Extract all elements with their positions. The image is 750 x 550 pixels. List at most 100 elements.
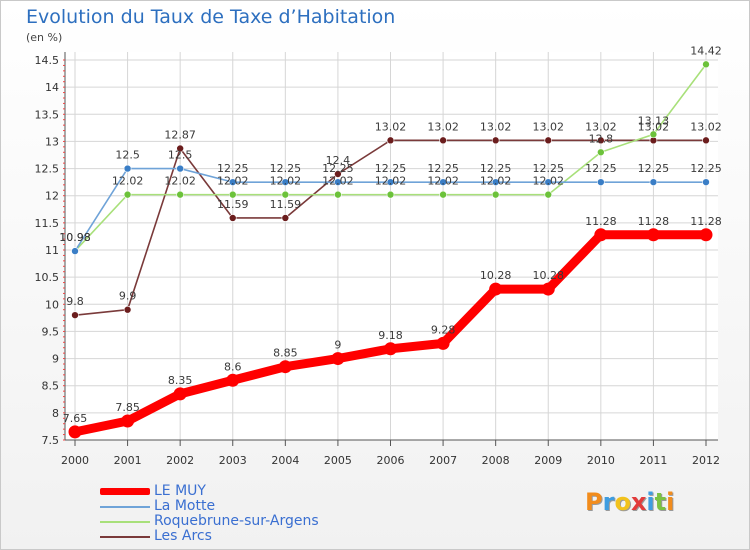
x-tick-label: 2011 <box>639 454 667 467</box>
data-label: 8.85 <box>273 347 298 360</box>
x-tick-label: 2007 <box>429 454 457 467</box>
data-label: 9.8 <box>66 295 84 308</box>
logo-letter: i <box>646 488 655 516</box>
proxiti-logo: Proxiti <box>585 488 674 516</box>
data-label: 10.98 <box>59 231 91 244</box>
plot-area <box>65 52 718 440</box>
data-label: 9.18 <box>378 329 403 342</box>
logo-letter: P <box>585 488 603 516</box>
data-point <box>489 282 503 296</box>
data-label: 12.02 <box>112 175 144 188</box>
y-tick-label: 11 <box>45 244 59 257</box>
data-point <box>176 144 184 153</box>
data-label: 13.02 <box>533 120 565 133</box>
x-tick-label: 2010 <box>587 454 615 467</box>
data-point <box>278 360 292 374</box>
data-label: 10.28 <box>480 269 512 282</box>
data-point <box>281 214 290 222</box>
y-tick-label: 11.5 <box>35 217 60 230</box>
data-label: 11.28 <box>638 215 670 228</box>
data-point <box>228 190 237 199</box>
y-tick-label: 7.5 <box>42 434 60 447</box>
data-label: 12.25 <box>690 162 722 175</box>
y-tick-label: 12 <box>45 190 59 203</box>
data-point <box>699 228 713 242</box>
data-point <box>491 136 500 145</box>
data-label: 12.02 <box>164 175 196 188</box>
data-label: 8.35 <box>168 374 193 387</box>
data-point <box>702 60 710 69</box>
x-tick-label: 2000 <box>61 454 89 467</box>
data-label: 12.25 <box>270 162 302 175</box>
data-point <box>491 190 500 199</box>
data-label: 14.42 <box>690 44 722 57</box>
data-label: 12.25 <box>375 162 407 175</box>
logo-letter: i <box>666 488 675 516</box>
data-label: 12.5 <box>115 149 140 162</box>
data-label: 12.02 <box>217 175 249 188</box>
data-point <box>228 214 237 222</box>
y-tick-label: 9.5 <box>42 325 60 338</box>
legend-label-la-motte: La Motte <box>154 498 216 514</box>
logo-letter: r <box>602 488 615 516</box>
x-tick-label: 2004 <box>271 454 299 467</box>
unit-label: (en %) <box>26 31 63 44</box>
data-point <box>228 178 237 186</box>
data-label: 12.25 <box>585 162 617 175</box>
data-point <box>439 136 447 145</box>
logo-letter: x <box>630 488 647 516</box>
data-label: 12.25 <box>427 162 459 175</box>
y-tick-label: 10.5 <box>35 271 60 284</box>
x-tick-label: 2012 <box>692 454 720 467</box>
data-point <box>436 336 450 350</box>
data-point <box>121 414 135 428</box>
y-tick-label: 9 <box>52 353 59 366</box>
data-label: 7.85 <box>115 401 140 414</box>
x-tick-label: 2008 <box>482 454 510 467</box>
data-label: 13.02 <box>690 120 722 133</box>
data-label: 12.25 <box>638 162 670 175</box>
data-label: 9.9 <box>119 290 137 303</box>
x-tick-label: 2001 <box>114 454 142 467</box>
data-point <box>702 136 710 145</box>
data-label: 12.02 <box>533 175 565 188</box>
data-point <box>649 130 658 139</box>
data-point <box>334 178 342 186</box>
data-label: 7.65 <box>63 412 88 425</box>
data-label: 12.02 <box>427 175 459 188</box>
data-point <box>594 228 608 242</box>
data-point <box>331 352 345 366</box>
x-tick-label: 2002 <box>166 454 194 467</box>
data-label: 11.28 <box>585 215 617 228</box>
y-tick-label: 14 <box>45 81 59 94</box>
data-point <box>123 190 132 199</box>
legend-swatch-la-motte <box>100 506 150 508</box>
data-point <box>226 373 240 387</box>
data-label: 9 <box>334 339 341 352</box>
data-point <box>123 164 132 173</box>
data-point <box>386 178 395 186</box>
data-label: 12.02 <box>480 175 512 188</box>
data-point <box>439 178 447 186</box>
data-label: 13.13 <box>638 114 670 127</box>
y-tick-label: 13 <box>45 135 59 148</box>
y-tick-label: 8.5 <box>42 380 60 393</box>
y-tick-label: 13.5 <box>35 108 60 121</box>
data-point <box>176 164 184 173</box>
legend-label-roquebrune: Roquebrune-sur-Argens <box>154 513 319 529</box>
data-label: 10.98 <box>59 231 91 244</box>
data-point <box>702 178 710 186</box>
data-label: 12.4 <box>326 154 351 167</box>
data-label: 12.25 <box>533 162 565 175</box>
data-point <box>334 190 342 199</box>
data-label: 11.28 <box>690 215 722 228</box>
data-point <box>597 148 605 157</box>
data-point <box>71 311 79 319</box>
data-label: 9.28 <box>431 323 456 336</box>
data-label: 12.25 <box>322 162 354 175</box>
data-point <box>649 178 658 186</box>
data-label: 13.02 <box>585 120 617 133</box>
data-label: 13.02 <box>480 120 512 133</box>
legend-swatch-roquebrune <box>100 521 150 523</box>
data-point <box>384 342 397 356</box>
